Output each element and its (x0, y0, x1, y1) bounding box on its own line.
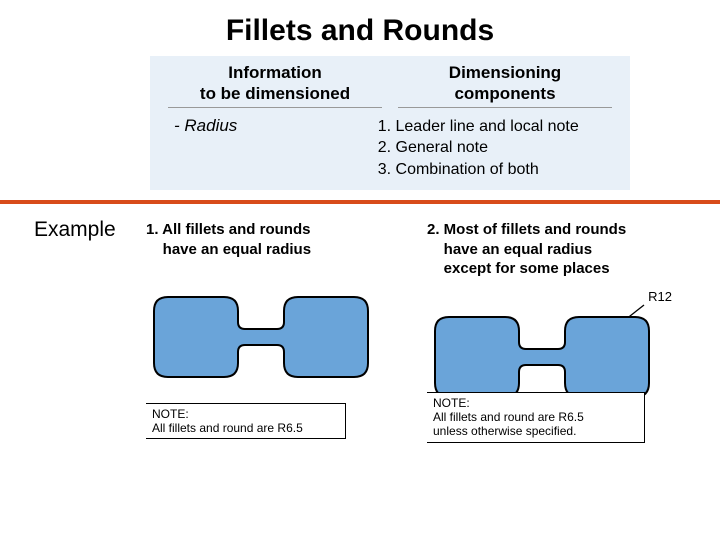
example-col-2: 2. Most of fillets and rounds have an eq… (419, 214, 690, 445)
ex2-note-body2: unless otherwise specified. (433, 424, 576, 438)
ex1-figure: NOTE: All fillets and round are R6.5 (138, 271, 409, 441)
ex1-note-box: NOTE: All fillets and round are R6.5 (146, 403, 346, 440)
info-left-item: - Radius (168, 116, 378, 181)
hdr-left-l1: Information (228, 63, 322, 82)
info-header-rules (150, 105, 630, 114)
info-right-1: 1. Leader line and local note (378, 116, 612, 138)
ex2-note-body1: All fillets and round are R6.5 (433, 410, 584, 424)
ex2-h-l1: 2. Most of fillets and rounds (427, 221, 626, 238)
ex2-h-l3: except for some places (427, 260, 610, 277)
rule-right (398, 107, 612, 108)
ex2-note-box: NOTE: All fillets and round are R6.5 unl… (427, 392, 645, 443)
info-header-right: Dimensioning components (390, 62, 620, 105)
ex1-h-l1: 1. All fillets and rounds (146, 221, 310, 238)
page-title: Fillets and Rounds (0, 0, 720, 56)
info-header-left: Information to be dimensioned (160, 62, 390, 105)
info-right-2: 2. General note (378, 137, 612, 159)
ex1-note-title: NOTE: (152, 407, 339, 421)
ex2-heading: 2. Most of fillets and rounds have an eq… (419, 214, 690, 287)
hdr-right-l2: components (454, 84, 555, 103)
info-right-list: 1. Leader line and local note 2. General… (378, 116, 612, 181)
ex1-shape-path (154, 297, 368, 377)
info-box: Information to be dimensioned Dimensioni… (150, 56, 630, 190)
ex2-h-l2: have an equal radius (427, 241, 592, 258)
ex2-shape-svg (427, 309, 657, 404)
ex2-callout-label: R12 (648, 289, 672, 304)
ex2-figure: R12 NOTE: All fillets and round are R6.5… (419, 291, 690, 445)
ex1-shape-svg (146, 289, 376, 384)
example-columns: 1. All fillets and rounds have an equal … (30, 214, 690, 445)
ex2-note-title: NOTE: (433, 396, 638, 410)
rule-left (168, 107, 382, 108)
info-body-row: - Radius 1. Leader line and local note 2… (150, 114, 630, 181)
example-area: Example 1. All fillets and rounds have a… (0, 204, 720, 445)
ex1-note-body: All fillets and round are R6.5 (152, 421, 303, 435)
info-header-row: Information to be dimensioned Dimensioni… (150, 62, 630, 105)
ex2-shape-path (435, 317, 649, 397)
hdr-right-l1: Dimensioning (449, 63, 561, 82)
example-col-1: 1. All fillets and rounds have an equal … (138, 214, 409, 445)
hdr-left-l2: to be dimensioned (200, 84, 350, 103)
ex1-heading: 1. All fillets and rounds have an equal … (138, 214, 409, 267)
info-right-3: 3. Combination of both (378, 159, 612, 181)
example-label: Example (34, 218, 116, 242)
ex1-h-l2: have an equal radius (146, 241, 311, 258)
